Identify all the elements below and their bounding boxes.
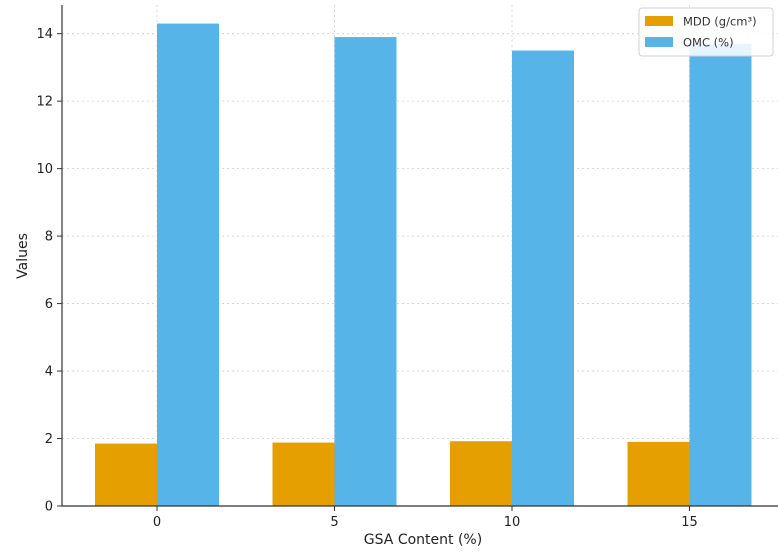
y-tick-label: 12 <box>36 95 53 110</box>
y-tick-label: 0 <box>45 500 53 515</box>
y-tick-label: 2 <box>45 432 53 447</box>
legend-swatch <box>645 37 673 47</box>
y-tick-label: 6 <box>45 297 53 312</box>
bars <box>95 23 752 507</box>
y-axis-title: Values <box>15 233 31 279</box>
y-tick-label: 4 <box>45 365 53 380</box>
y-tick-label: 8 <box>45 230 53 245</box>
x-tick-label: 0 <box>153 515 161 530</box>
bar-omc <box>512 50 574 506</box>
x-ticks: 0 5 10 15 <box>153 506 698 530</box>
bar-mdd <box>627 441 690 506</box>
bar-omc <box>334 37 397 506</box>
y-ticks: 0 2 4 6 8 10 12 14 <box>36 27 62 515</box>
y-tick-label: 10 <box>36 162 53 177</box>
legend-label: MDD (g/cm³) <box>683 15 757 29</box>
axes <box>61 5 778 507</box>
x-tick-label: 5 <box>330 515 338 530</box>
y-tick-label: 14 <box>36 27 53 42</box>
legend-swatch <box>645 16 673 26</box>
bar-omc <box>157 23 219 507</box>
legend-label: OMC (%) <box>683 36 734 50</box>
legend: MDD (g/cm³) OMC (%) <box>638 7 774 57</box>
bar-mdd <box>95 443 157 506</box>
x-tick-label: 15 <box>681 515 698 530</box>
bar-omc <box>689 43 752 507</box>
x-axis-title: GSA Content (%) <box>364 532 482 548</box>
bar-mdd <box>272 442 335 506</box>
bar-mdd <box>450 441 512 506</box>
x-tick-label: 10 <box>504 515 521 530</box>
